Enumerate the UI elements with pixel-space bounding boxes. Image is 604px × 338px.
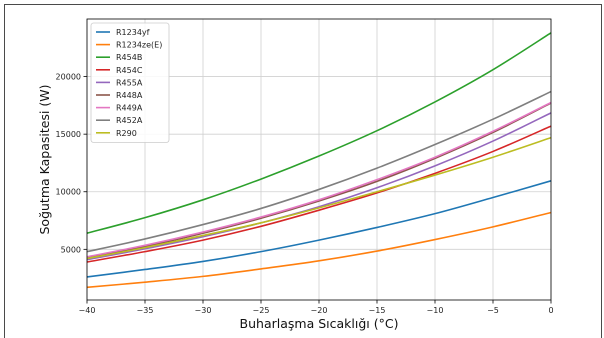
legend-label-r454c: R454C	[116, 66, 143, 75]
grid	[86, 19, 552, 300]
series-line-r1234yf	[86, 180, 552, 278]
legend-label-r455a: R455A	[116, 78, 143, 87]
y-tick-label: 20000	[56, 73, 81, 82]
legend-label-r1234ze-e: R1234ze(E)	[116, 41, 162, 50]
legend-label-r1234yf: R1234yf	[116, 28, 150, 37]
series-line-r452a	[86, 90, 552, 253]
axis-ticks: −40 −35 −30 −25 −20 −15 −10 −5 0 5000 10000 15000 20…	[56, 73, 554, 315]
x-tick-label: −10	[427, 306, 444, 315]
x-tick-label: −35	[137, 306, 154, 315]
legend-label-r290: R290	[116, 129, 137, 138]
series-line-r448a	[86, 102, 552, 259]
legend-label-r454b: R454B	[116, 53, 142, 62]
x-tick-label: −30	[195, 306, 212, 315]
frame-border-right	[601, 4, 602, 338]
y-tick-label: 15000	[56, 130, 81, 139]
legend-label-r452a: R452A	[116, 116, 143, 125]
series-lines	[86, 32, 552, 289]
frame-border-top	[4, 4, 602, 5]
legend-box	[90, 22, 170, 143]
legend-label-r449a: R449A	[116, 104, 143, 113]
series-line-r454c	[86, 125, 552, 263]
x-axis-title: Buharlaşma Sıcaklığı (°C)	[240, 316, 399, 331]
x-tick-label: −15	[369, 306, 386, 315]
series-line-r290	[86, 136, 552, 260]
x-tick-label: −20	[311, 306, 328, 315]
legend-label-r448a: R448A	[116, 91, 143, 100]
y-tick-label: 5000	[61, 245, 81, 254]
x-tick-label: −40	[79, 306, 96, 315]
series-line-r454b	[86, 32, 552, 234]
series-line-r449a	[86, 101, 552, 258]
x-tick-label: −5	[487, 306, 499, 315]
x-tick-label: 0	[548, 306, 553, 315]
legend: R1234yf R1234ze(E) R454B R454C R455A R448A R44…	[90, 22, 170, 143]
y-axis-title: Soğutma Kapasitesi (W)	[37, 84, 52, 234]
x-tick-label: −25	[253, 306, 270, 315]
series-line-r1234ze-e	[86, 211, 552, 289]
series-line-r455a	[86, 112, 552, 261]
y-tick-label: 10000	[56, 188, 81, 197]
frame-border-left	[4, 4, 5, 338]
